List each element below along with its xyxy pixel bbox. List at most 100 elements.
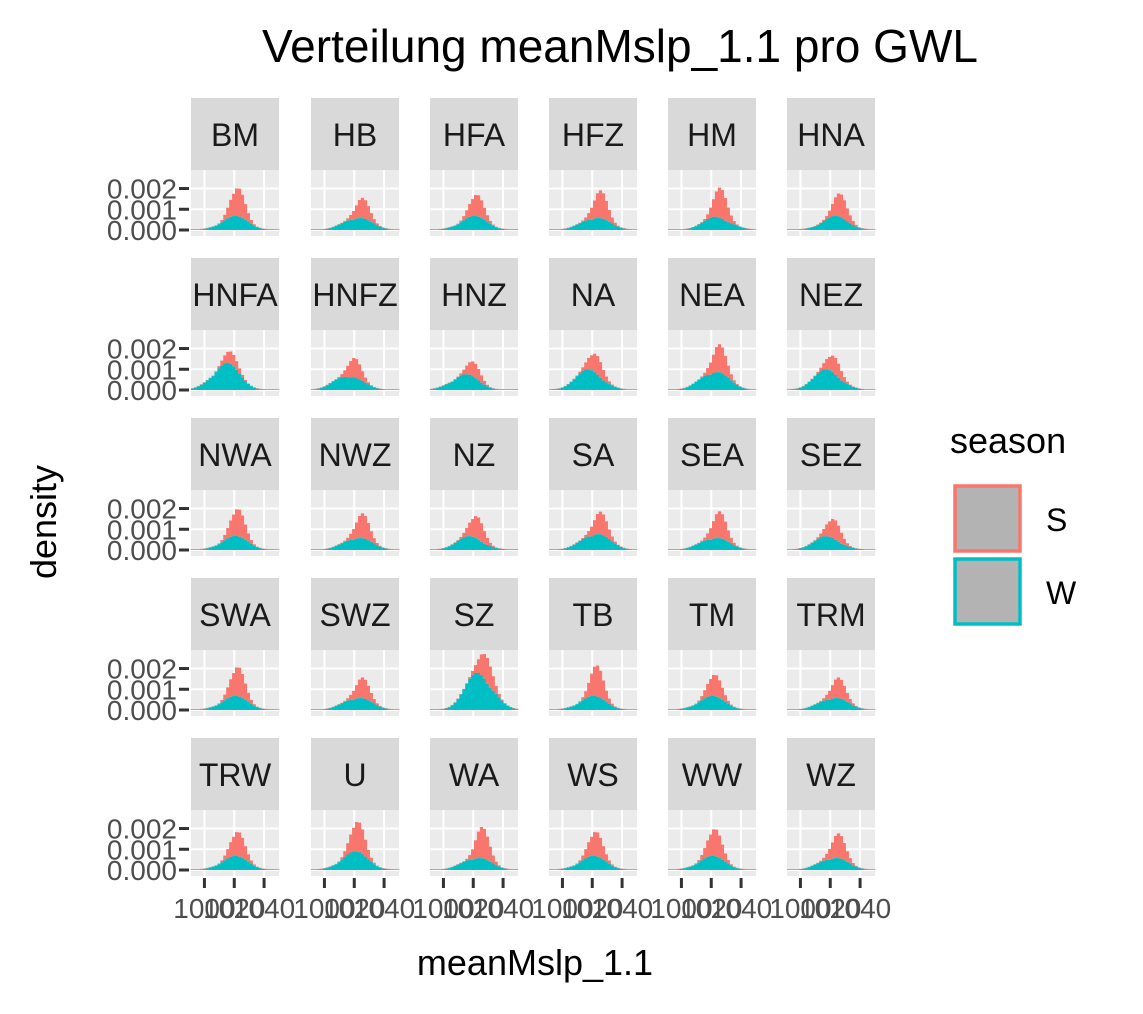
y-tick-label: 0.002 bbox=[107, 814, 177, 845]
histogram-bar-w bbox=[703, 221, 706, 230]
histogram-bar-w bbox=[689, 547, 692, 550]
histogram-bar-s bbox=[468, 204, 471, 217]
histogram-bar-s bbox=[480, 827, 483, 858]
histogram-bar-s bbox=[854, 866, 857, 867]
histogram-bar-w bbox=[486, 684, 489, 710]
histogram-bar-w bbox=[727, 378, 730, 390]
histogram-bar-w bbox=[334, 546, 337, 550]
histogram-bar-w bbox=[492, 691, 495, 710]
histogram-bar-w bbox=[718, 698, 721, 710]
histogram-bar-w bbox=[326, 229, 329, 230]
histogram-bar-w bbox=[680, 549, 683, 550]
histogram-bar-w bbox=[730, 866, 733, 870]
histogram-bar-s bbox=[733, 543, 736, 545]
histogram-bar-w bbox=[486, 222, 489, 230]
histogram-bar-w bbox=[703, 698, 706, 710]
histogram-bar-w bbox=[456, 541, 459, 550]
histogram-bar-w bbox=[503, 869, 506, 870]
histogram-bar-w bbox=[825, 536, 828, 550]
histogram-bar-w bbox=[384, 869, 387, 870]
histogram-bar-w bbox=[256, 867, 259, 870]
histogram-bar-w bbox=[802, 229, 805, 230]
histogram-bar-s bbox=[483, 829, 486, 859]
histogram-bar-s bbox=[718, 344, 721, 372]
histogram-bar-w bbox=[570, 867, 573, 870]
histogram-bar-s bbox=[578, 860, 581, 862]
histogram-bar-w bbox=[232, 856, 235, 870]
histogram-bar-w bbox=[465, 218, 468, 230]
histogram-bar-w bbox=[813, 865, 816, 870]
histogram-bar-w bbox=[825, 700, 828, 710]
histogram-bar-w bbox=[203, 869, 206, 870]
histogram-bar-w bbox=[235, 696, 238, 710]
histogram-bar-s bbox=[471, 671, 474, 675]
histogram-bar-w bbox=[474, 673, 477, 710]
histogram-bar-s bbox=[370, 858, 373, 862]
histogram-bar-w bbox=[712, 373, 715, 390]
histogram-bar-s bbox=[721, 845, 724, 860]
histogram-bar-w bbox=[334, 226, 337, 230]
histogram-bar-s bbox=[715, 514, 718, 538]
histogram-bar-w bbox=[468, 536, 471, 550]
histogram-bar-w bbox=[326, 385, 329, 390]
histogram-bar-s bbox=[590, 208, 593, 220]
histogram-bar-s bbox=[614, 706, 617, 707]
histogram-bar-s bbox=[599, 362, 602, 378]
histogram-bar-w bbox=[209, 708, 212, 710]
histogram-bar-s bbox=[584, 691, 587, 698]
facet-strip-label: HNZ bbox=[441, 277, 507, 313]
histogram-bar-w bbox=[852, 705, 855, 710]
histogram-bar-w bbox=[712, 856, 715, 870]
histogram-bar-w bbox=[709, 375, 712, 390]
histogram-bar-w bbox=[212, 707, 215, 710]
histogram-bar-w bbox=[500, 549, 503, 550]
histogram-bar-w bbox=[611, 386, 614, 390]
histogram-bar-w bbox=[721, 373, 724, 390]
histogram-bar-w bbox=[387, 549, 390, 550]
histogram-bar-s bbox=[590, 355, 593, 370]
histogram-bar-w bbox=[837, 216, 840, 230]
histogram-bar-s bbox=[229, 842, 232, 857]
histogram-bar-w bbox=[373, 703, 376, 710]
histogram-bar-w bbox=[477, 858, 480, 870]
histogram-bar-s bbox=[819, 861, 822, 862]
histogram-bar-s bbox=[480, 523, 483, 542]
histogram-bar-w bbox=[808, 545, 811, 550]
histogram-bar-w bbox=[442, 386, 445, 390]
histogram-bar-s bbox=[709, 835, 712, 857]
histogram-bar-w bbox=[590, 536, 593, 550]
histogram-bar-w bbox=[721, 539, 724, 550]
histogram-bar-s bbox=[840, 195, 843, 218]
histogram-bar-w bbox=[489, 688, 492, 710]
histogram-bar-w bbox=[376, 225, 379, 230]
histogram-bar-w bbox=[506, 706, 509, 710]
histogram-bar-w bbox=[337, 545, 340, 550]
histogram-bar-s bbox=[602, 846, 605, 860]
histogram-bar-w bbox=[558, 709, 561, 710]
histogram-bar-w bbox=[235, 536, 238, 550]
histogram-bar-s bbox=[831, 842, 834, 858]
histogram-bar-w bbox=[323, 387, 326, 390]
histogram-bar-w bbox=[810, 543, 813, 550]
histogram-bar-w bbox=[370, 542, 373, 550]
histogram-bar-s bbox=[247, 854, 250, 862]
histogram-bar-s bbox=[846, 851, 849, 862]
histogram-bar-w bbox=[387, 229, 390, 230]
facet-strip-label: SA bbox=[572, 437, 615, 473]
histogram-bar-w bbox=[860, 709, 863, 710]
histogram-bar-s bbox=[593, 520, 596, 535]
histogram-bar-w bbox=[214, 372, 217, 390]
histogram-bar-s bbox=[721, 514, 724, 539]
histogram-bar-w bbox=[697, 380, 700, 390]
histogram-bar-w bbox=[486, 386, 489, 390]
histogram-bar-w bbox=[575, 864, 578, 870]
histogram-bar-w bbox=[564, 548, 567, 550]
histogram-bar-s bbox=[828, 357, 831, 370]
histogram-bar-s bbox=[709, 363, 712, 375]
histogram-bar-w bbox=[689, 228, 692, 230]
histogram-bar-w bbox=[805, 229, 808, 230]
x-tick-label: 1040 bbox=[591, 893, 653, 924]
histogram-bar-w bbox=[381, 708, 384, 710]
histogram-bar-w bbox=[220, 542, 223, 550]
histogram-bar-s bbox=[483, 208, 486, 220]
